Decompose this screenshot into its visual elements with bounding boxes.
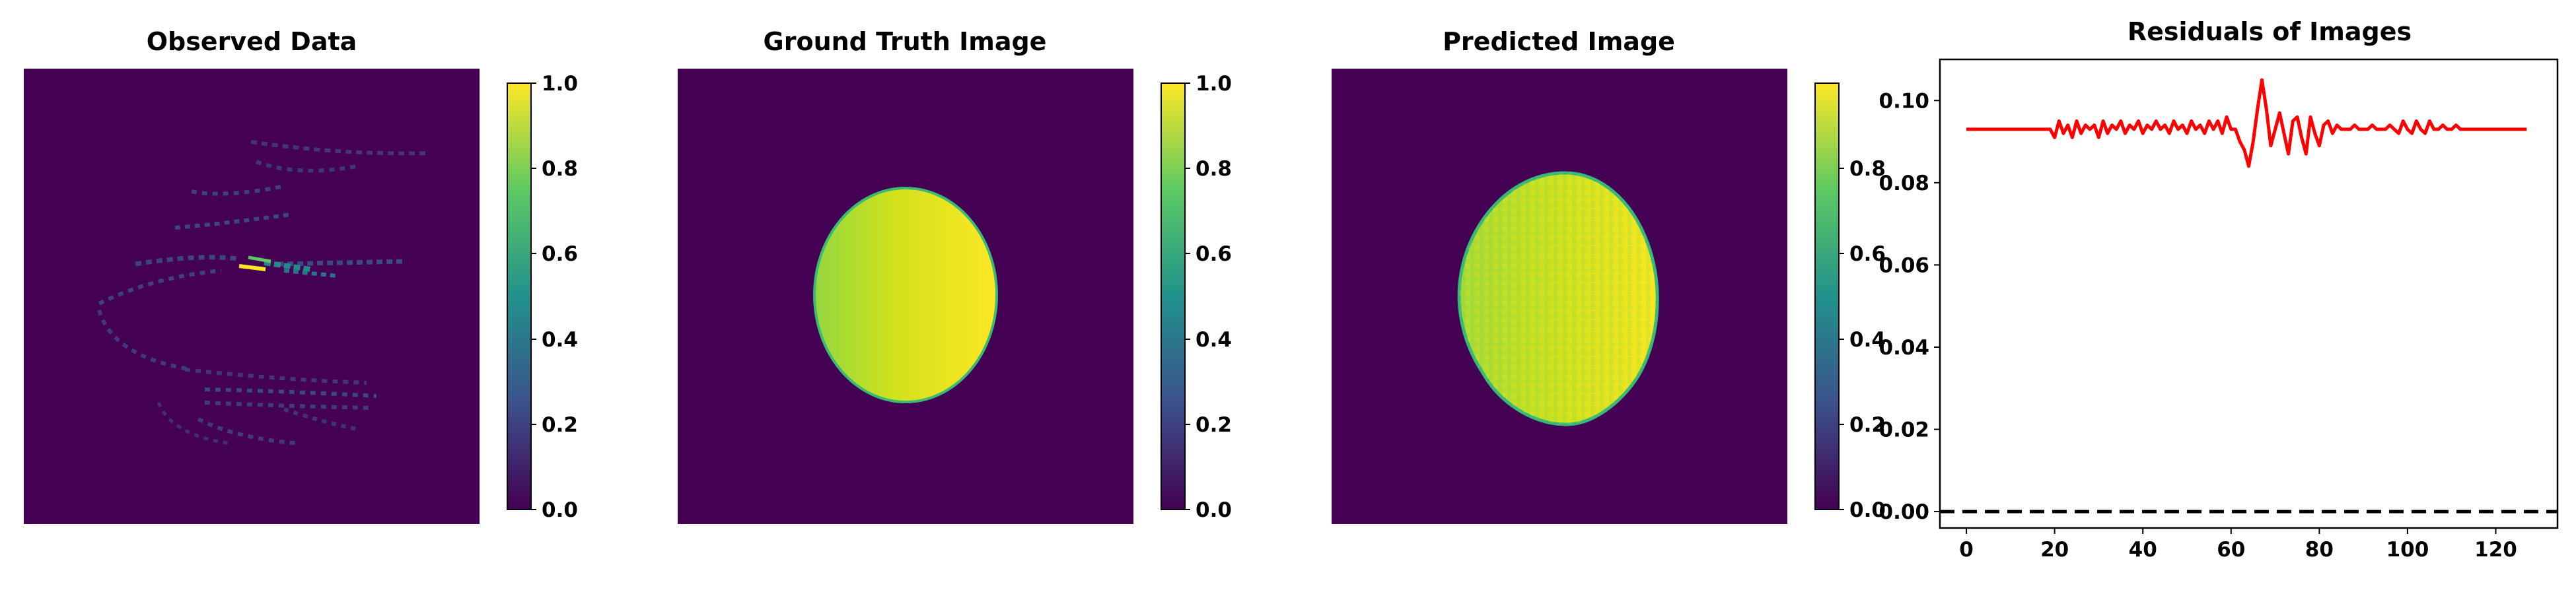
x-tick-label: 120 [2474,538,2517,562]
residuals-title: Residuals of Images [2128,17,2412,46]
observed-colorbar [507,82,532,510]
ground-truth-cbar-tick: 0.4 [1196,328,1232,352]
y-tick-label: 0.00 [1879,500,1930,524]
x-tick-label: 60 [2217,538,2245,562]
observed-spiral-streaks [97,140,427,446]
observed-cbar-tick: 0.8 [542,157,578,181]
predicted-title: Predicted Image [1443,27,1675,56]
x-tick-label: 40 [2129,538,2157,562]
observed-cbar-tick: 0.0 [542,498,578,522]
y-tick-label: 0.08 [1879,172,1930,195]
predicted-cbar-tick: 0.2 [1849,413,1886,437]
residuals-plot-area [1939,58,2559,529]
observed-colorbar-ticks: 0.0 0.2 0.4 0.6 0.8 1.0 [531,72,578,522]
observed-cbar-tick: 0.6 [542,242,578,266]
ground-truth-cbar-tick: 0.6 [1196,242,1232,266]
predicted-colorbar-ticks: 0.0 0.2 0.4 0.6 0.8 [1839,157,1886,522]
ground-truth-cbar-tick: 0.8 [1196,157,1232,181]
panel-predicted: Predicted Image 0.0 0.2 0.4 0.6 0.8 [1332,27,1886,524]
ground-truth-ellipse [813,187,998,403]
y-tick-label: 0.02 [1879,418,1930,442]
x-tick-label: 100 [2386,538,2429,562]
observed-bright-streak [238,264,266,271]
y-tick-label: 0.04 [1879,336,1930,360]
panel-observed-data: Observed Data [24,27,578,524]
x-tick-label: 80 [2305,538,2334,562]
observed-data-title: Observed Data [147,27,357,56]
ground-truth-colorbar-ticks: 0.0 0.2 0.4 0.6 0.8 1.0 [1185,72,1232,522]
ground-truth-cbar-tick: 0.2 [1196,413,1232,437]
x-tick-label: 0 [1959,538,1974,562]
predicted-colorbar [1814,82,1840,510]
ground-truth-cbar-tick: 1.0 [1196,72,1232,96]
ground-truth-title: Ground Truth Image [764,27,1047,56]
predicted-noise-texture [1459,173,1658,425]
observed-cbar-tick: 1.0 [542,72,578,96]
ground-truth-colorbar [1161,82,1186,510]
x-tick-label: 20 [2040,538,2069,562]
predicted-cbar-tick: 0.0 [1849,498,1886,522]
observed-cbar-tick: 0.4 [542,328,578,352]
observed-cbar-tick: 0.2 [542,413,578,437]
predicted-cbar-tick: 0.8 [1849,157,1886,181]
y-tick-label: 0.10 [1879,89,1930,113]
residuals-series-line [1966,78,2527,168]
residuals-x-axis: 0 20 40 60 80 100 120 [1959,528,2517,562]
predicted-cbar-tick: 0.4 [1849,328,1886,352]
panel-residuals: Residuals of Images 0 20 40 60 80 100 120 0.00… [1879,17,2559,562]
observed-data-heatmap [24,69,480,524]
observed-green-streak [248,255,271,263]
ground-truth-cbar-tick: 0.0 [1196,498,1232,522]
y-tick-label: 0.06 [1879,253,1930,277]
panel-ground-truth: Ground Truth Image 0.0 0.2 0.4 0.6 0.8 1… [678,27,1232,524]
residuals-y-axis: 0.00 0.02 0.04 0.06 0.08 0.10 [1879,89,1940,524]
predicted-cbar-tick: 0.6 [1849,242,1886,266]
